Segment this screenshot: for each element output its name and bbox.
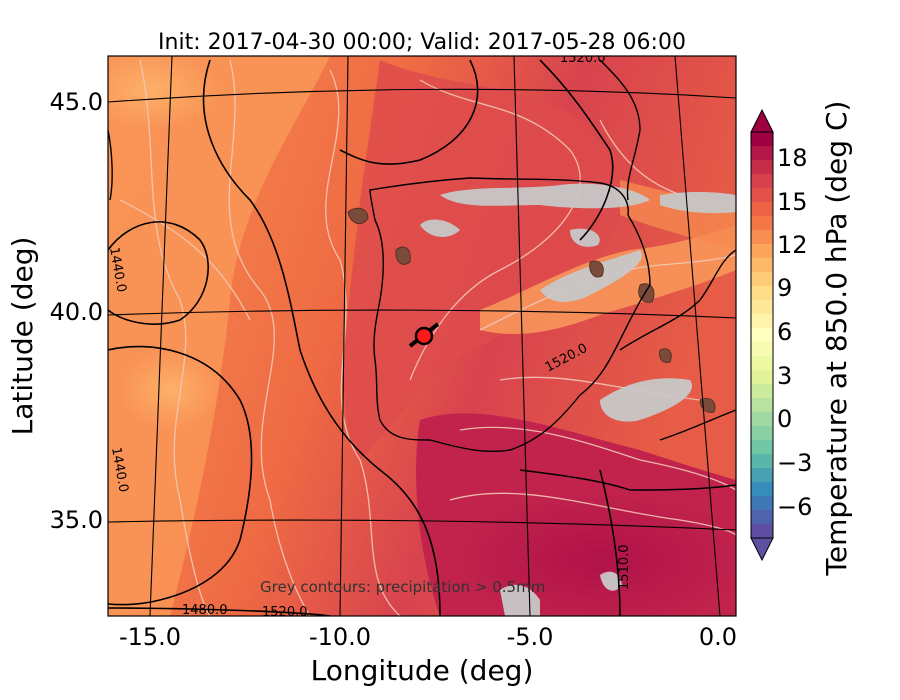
colorbar-tick-label: 9 <box>777 274 792 302</box>
y-tick-label: 35.0 <box>50 506 103 534</box>
colorbar-tick-label: −3 <box>777 449 812 477</box>
colorbar-band <box>751 202 773 217</box>
y-tick-label: 40.0 <box>50 298 103 326</box>
cool-band-east <box>620 180 736 250</box>
colorbar-band <box>751 300 773 315</box>
colorbar-tick-label: 18 <box>777 144 808 172</box>
map-frame <box>107 55 737 617</box>
colorbar-band <box>751 244 773 259</box>
colorbar-band <box>751 132 773 147</box>
contour-label: 1520.0 <box>262 605 308 620</box>
x-tick-label: -10.0 <box>309 623 371 651</box>
colorbar-band <box>751 524 773 539</box>
coastlines <box>108 59 736 491</box>
map-title: Init: 2017-04-30 00:00; Valid: 2017-05-2… <box>158 30 686 55</box>
colorbar-top-extension <box>750 108 774 133</box>
colorbar-band <box>751 230 773 245</box>
colorbar-tick-label: 0 <box>777 405 792 433</box>
map-area: 1520.0 1520.0 1510.0 1440.0 1440.0 1480.… <box>106 51 736 620</box>
colorbar-band <box>751 482 773 497</box>
colorbar-bottom-extension <box>750 537 774 562</box>
colorbar-band <box>751 496 773 511</box>
colorbar-band <box>751 146 773 161</box>
contour-label: 1480.0 <box>182 603 228 618</box>
parallel-45 <box>108 88 736 103</box>
colorbar-band <box>751 454 773 469</box>
meridian-0 <box>674 56 721 616</box>
colorbar: 18 15 12 9 6 3 0 −3 −6 Temperature at 85… <box>750 101 853 577</box>
colorbar-band <box>751 370 773 385</box>
colorbar-band <box>751 510 773 525</box>
colorbar-band <box>751 384 773 399</box>
x-tick-label: -15.0 <box>119 623 181 651</box>
colorbar-band <box>751 328 773 343</box>
colorbar-band <box>751 160 773 175</box>
hot-region-central <box>344 60 622 460</box>
colorbar-band <box>751 468 773 483</box>
colorbar-band <box>751 356 773 371</box>
colorbar-band <box>751 398 773 413</box>
meridian-minus10 <box>339 56 349 616</box>
colorbar-band <box>751 216 773 231</box>
y-tick-label: 45.0 <box>50 88 103 116</box>
y-tick-labels: 45.0 40.0 35.0 <box>50 88 103 534</box>
colorbar-band <box>751 286 773 301</box>
colorbar-band <box>751 426 773 441</box>
x-axis-label: Longitude (deg) <box>311 654 534 687</box>
colorbar-band <box>751 412 773 427</box>
meridian-minus15 <box>149 56 173 616</box>
colorbar-band <box>751 188 773 203</box>
colorbar-frame <box>750 131 774 539</box>
contour-label: 1520.0 <box>560 51 606 66</box>
x-tick-label: 0.0 <box>699 623 737 651</box>
colorbar-tick-label: 6 <box>777 318 792 346</box>
parallel-40 <box>108 309 736 319</box>
location-marker <box>408 322 440 348</box>
x-tick-label: -5.0 <box>507 623 554 651</box>
precipitation-contours <box>420 183 736 616</box>
contour-label: 1440.0 <box>106 246 129 293</box>
colorbar-tick-label: 12 <box>777 231 808 259</box>
colorbar-tick-label: 15 <box>777 188 808 216</box>
colorbar-label: Temperature at 850.0 hPa (deg C) <box>820 101 853 577</box>
cool-patch-north <box>108 56 220 130</box>
parallel-35 <box>108 519 736 531</box>
contour-label: 1510.0 <box>617 545 632 591</box>
colorbar-band <box>751 342 773 357</box>
cool-patch-atlantic <box>120 350 220 430</box>
colorbar-band <box>751 314 773 329</box>
warm-region-west <box>108 56 330 616</box>
hot-core <box>450 490 736 616</box>
precip-annotation: Grey contours: precipitation > 0.5mm <box>260 578 545 596</box>
y-axis-label: Latitude (deg) <box>6 237 39 436</box>
colorbar-band <box>751 258 773 273</box>
colorbar-band <box>751 272 773 287</box>
colorbar-tick-label: −6 <box>777 493 812 521</box>
colorbar-tick-labels: 18 15 12 9 6 3 0 −3 −6 <box>777 144 812 521</box>
colorbar-tick-label: 3 <box>777 362 792 390</box>
colorbar-band <box>751 440 773 455</box>
graticule <box>108 56 736 616</box>
geopotential-contours <box>108 59 621 616</box>
colorbar-bands <box>751 132 773 539</box>
x-tick-labels: -15.0 -10.0 -5.0 0.0 <box>119 623 737 651</box>
colorbar-band <box>751 174 773 189</box>
